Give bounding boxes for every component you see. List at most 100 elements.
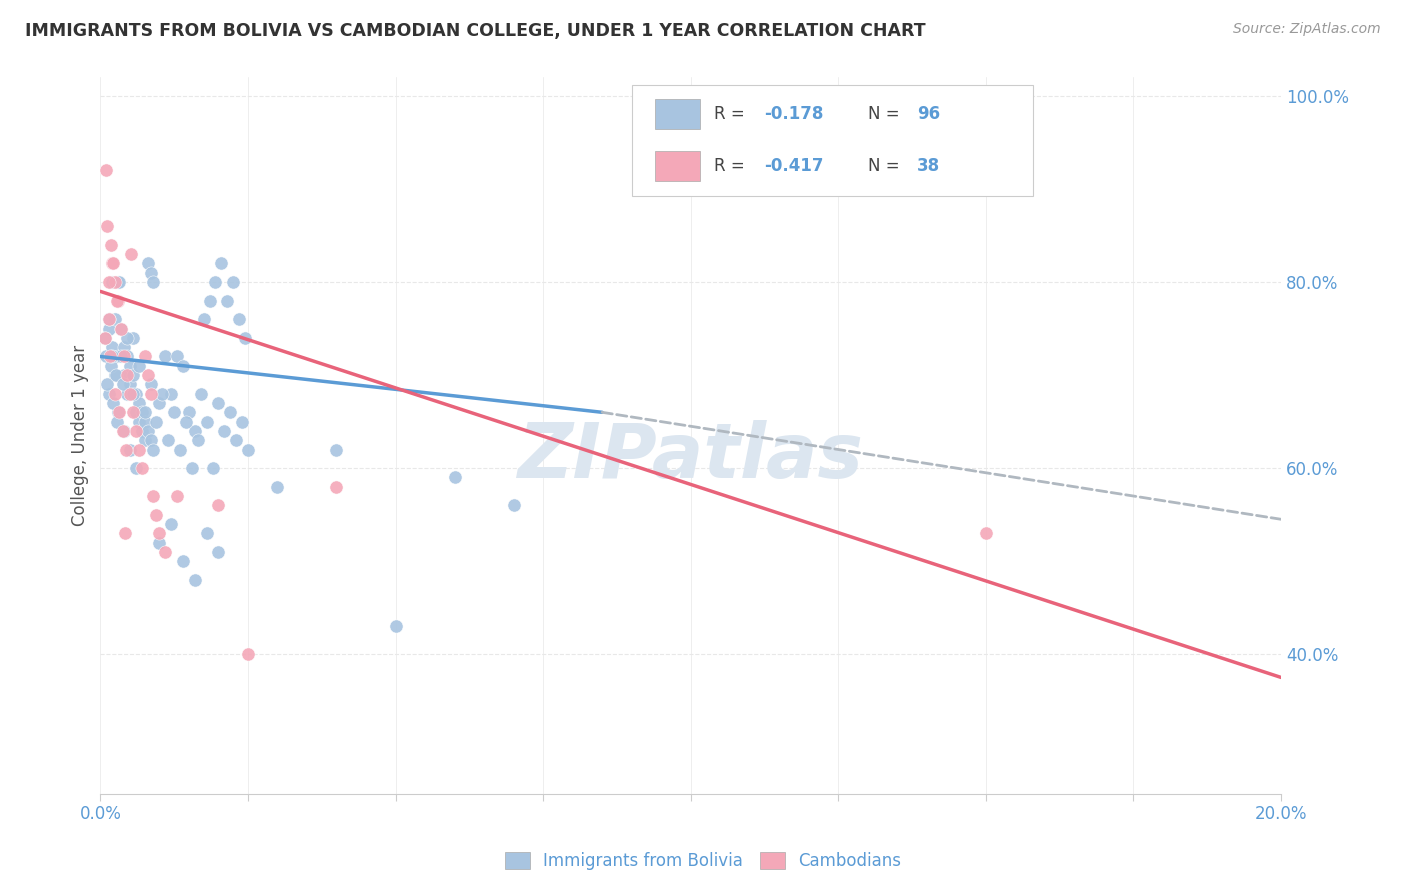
Text: R =: R = bbox=[714, 157, 751, 175]
Point bbox=[104, 275, 127, 289]
Point bbox=[98, 386, 121, 401]
Point bbox=[128, 442, 150, 457]
Point bbox=[112, 350, 135, 364]
Text: N =: N = bbox=[868, 157, 904, 175]
Point bbox=[184, 573, 207, 587]
Point bbox=[134, 350, 156, 364]
Point bbox=[384, 619, 406, 633]
Point bbox=[118, 442, 141, 457]
Point bbox=[107, 350, 129, 364]
Point bbox=[108, 405, 131, 419]
Point bbox=[100, 359, 122, 373]
Point bbox=[104, 368, 127, 383]
Point bbox=[166, 350, 188, 364]
Point bbox=[169, 442, 191, 457]
Point bbox=[115, 350, 138, 364]
Point bbox=[148, 535, 170, 549]
Point bbox=[236, 442, 259, 457]
Point bbox=[131, 424, 153, 438]
Point bbox=[134, 434, 156, 448]
Point bbox=[180, 461, 202, 475]
Point bbox=[201, 461, 224, 475]
Point bbox=[131, 405, 153, 419]
Point bbox=[150, 386, 173, 401]
Point bbox=[125, 424, 148, 438]
Point bbox=[231, 415, 253, 429]
Point bbox=[114, 526, 136, 541]
Point bbox=[193, 312, 215, 326]
FancyBboxPatch shape bbox=[631, 85, 1033, 195]
Point bbox=[125, 405, 148, 419]
Point bbox=[115, 331, 138, 345]
Point bbox=[96, 377, 118, 392]
Point bbox=[160, 516, 183, 531]
Point bbox=[209, 256, 232, 270]
Text: N =: N = bbox=[868, 105, 904, 123]
Point bbox=[204, 275, 226, 289]
Text: -0.417: -0.417 bbox=[763, 157, 824, 175]
Point bbox=[233, 331, 256, 345]
Point bbox=[142, 275, 165, 289]
Point bbox=[214, 424, 236, 438]
Point bbox=[145, 415, 167, 429]
Point bbox=[96, 163, 118, 178]
Point bbox=[136, 368, 159, 383]
Point bbox=[172, 359, 194, 373]
Point bbox=[190, 386, 212, 401]
Y-axis label: College, Under 1 year: College, Under 1 year bbox=[72, 345, 89, 526]
Point bbox=[207, 396, 229, 410]
Point bbox=[207, 499, 229, 513]
Point bbox=[110, 321, 132, 335]
Point bbox=[174, 415, 197, 429]
Point bbox=[100, 350, 122, 364]
Point bbox=[974, 526, 997, 541]
Point bbox=[103, 256, 125, 270]
Text: IMMIGRANTS FROM BOLIVIA VS CAMBODIAN COLLEGE, UNDER 1 YEAR CORRELATION CHART: IMMIGRANTS FROM BOLIVIA VS CAMBODIAN COL… bbox=[25, 22, 927, 40]
Point bbox=[443, 470, 465, 484]
Point bbox=[219, 405, 242, 419]
Text: 38: 38 bbox=[917, 157, 941, 175]
Point bbox=[187, 434, 209, 448]
Point bbox=[198, 293, 221, 308]
Point bbox=[266, 480, 288, 494]
Point bbox=[134, 415, 156, 429]
Point bbox=[128, 359, 150, 373]
Point bbox=[98, 312, 121, 326]
Point bbox=[101, 340, 124, 354]
Point bbox=[100, 238, 122, 252]
Point bbox=[110, 350, 132, 364]
Point bbox=[172, 554, 194, 568]
Point bbox=[115, 368, 138, 383]
Point bbox=[121, 331, 143, 345]
Point bbox=[184, 424, 207, 438]
FancyBboxPatch shape bbox=[655, 151, 700, 181]
Point bbox=[94, 331, 117, 345]
Point bbox=[225, 434, 247, 448]
Point bbox=[325, 442, 347, 457]
Point bbox=[139, 266, 162, 280]
Point bbox=[101, 256, 124, 270]
Text: Source: ZipAtlas.com: Source: ZipAtlas.com bbox=[1233, 22, 1381, 37]
Point bbox=[96, 219, 118, 234]
Point bbox=[118, 377, 141, 392]
Point bbox=[96, 350, 118, 364]
Point bbox=[139, 386, 162, 401]
Text: ZIPatlas: ZIPatlas bbox=[517, 420, 863, 494]
Point bbox=[207, 545, 229, 559]
Point bbox=[222, 275, 245, 289]
Point bbox=[107, 405, 129, 419]
Point bbox=[125, 386, 148, 401]
Point bbox=[98, 275, 121, 289]
Point bbox=[145, 508, 167, 522]
Point bbox=[104, 368, 127, 383]
Point bbox=[195, 526, 218, 541]
Point bbox=[121, 386, 143, 401]
Point bbox=[125, 461, 148, 475]
Point bbox=[103, 396, 125, 410]
Point bbox=[148, 526, 170, 541]
Point bbox=[112, 340, 135, 354]
Point bbox=[120, 247, 142, 261]
Point bbox=[502, 499, 524, 513]
Point bbox=[217, 293, 239, 308]
Point bbox=[107, 293, 129, 308]
